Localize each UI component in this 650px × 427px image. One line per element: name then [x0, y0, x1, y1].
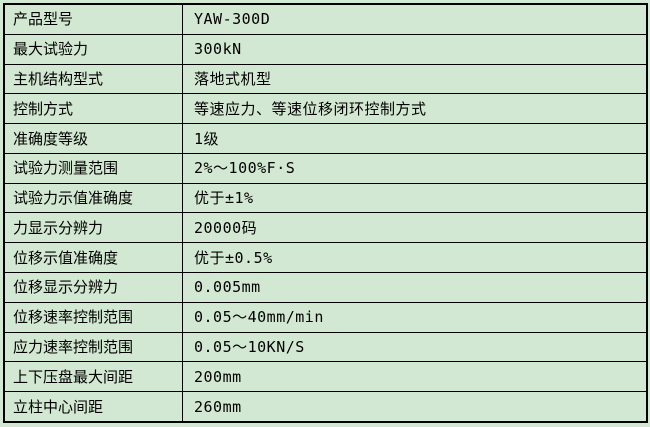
- spec-value-accuracy-class: 1级: [182, 123, 648, 154]
- spec-label-accuracy-class: 准确度等级: [3, 123, 183, 154]
- spec-label-force-resolution: 力显示分辨力: [3, 212, 183, 244]
- spec-label-force-accuracy: 试验力示值准确度: [3, 182, 183, 214]
- spec-value-product-model: YAW-300D: [182, 3, 648, 35]
- spec-value-max-test-force: 300kN: [182, 33, 648, 65]
- spec-value-displacement-resolution: 0.005mm: [182, 272, 648, 303]
- spec-value-displacement-accuracy: 优于±0.5%: [182, 242, 648, 274]
- spec-value-max-platen-gap: 200mm: [182, 361, 648, 393]
- spec-label-displacement-accuracy: 位移示值准确度: [3, 242, 183, 274]
- spec-value-force-measure-range: 2%～100%F·S: [182, 152, 648, 184]
- spec-label-displacement-rate-range: 位移速率控制范围: [3, 301, 183, 333]
- spec-label-control-mode: 控制方式: [3, 93, 183, 125]
- spec-value-column-center-distance: 260mm: [182, 391, 648, 423]
- spec-table-body: 产品型号 YAW-300D 最大试验力 300kN 主机结构型式 落地式机型 控…: [3, 3, 648, 423]
- table-row: 位移示值准确度 优于±0.5%: [3, 242, 648, 274]
- table-row: 上下压盘最大间距 200mm: [3, 361, 648, 393]
- spec-value-force-resolution: 20000码: [182, 212, 648, 244]
- table-row: 控制方式 等速应力、等速位移闭环控制方式: [3, 93, 648, 125]
- table-row: 试验力示值准确度 优于±1%: [3, 182, 648, 214]
- table-row: 产品型号 YAW-300D: [3, 3, 648, 35]
- table-row: 立柱中心间距 260mm: [3, 391, 648, 423]
- table-row: 位移显示分辨力 0.005mm: [3, 272, 648, 303]
- spec-table: 产品型号 YAW-300D 最大试验力 300kN 主机结构型式 落地式机型 控…: [3, 3, 648, 423]
- table-row: 最大试验力 300kN: [3, 33, 648, 65]
- spec-label-max-platen-gap: 上下压盘最大间距: [3, 361, 183, 393]
- table-row: 试验力测量范围 2%～100%F·S: [3, 152, 648, 184]
- table-row: 主机结构型式 落地式机型: [3, 63, 648, 95]
- spec-value-displacement-rate-range: 0.05～40mm/min: [182, 301, 648, 333]
- spec-label-max-test-force: 最大试验力: [3, 33, 183, 65]
- spec-value-force-accuracy: 优于±1%: [182, 182, 648, 214]
- spec-label-stress-rate-range: 应力速率控制范围: [3, 331, 183, 363]
- spec-label-force-measure-range: 试验力测量范围: [3, 152, 183, 184]
- spec-value-frame-type: 落地式机型: [182, 63, 648, 95]
- table-row: 力显示分辨力 20000码: [3, 212, 648, 244]
- spec-label-displacement-resolution: 位移显示分辨力: [3, 272, 183, 303]
- spec-label-product-model: 产品型号: [3, 3, 183, 35]
- table-row: 位移速率控制范围 0.05～40mm/min: [3, 301, 648, 333]
- table-row: 应力速率控制范围 0.05～10KN/S: [3, 331, 648, 363]
- table-row: 准确度等级 1级: [3, 123, 648, 154]
- spec-value-control-mode: 等速应力、等速位移闭环控制方式: [182, 93, 648, 125]
- spec-label-column-center-distance: 立柱中心间距: [3, 391, 183, 423]
- spec-label-frame-type: 主机结构型式: [3, 63, 183, 95]
- spec-value-stress-rate-range: 0.05～10KN/S: [182, 331, 648, 363]
